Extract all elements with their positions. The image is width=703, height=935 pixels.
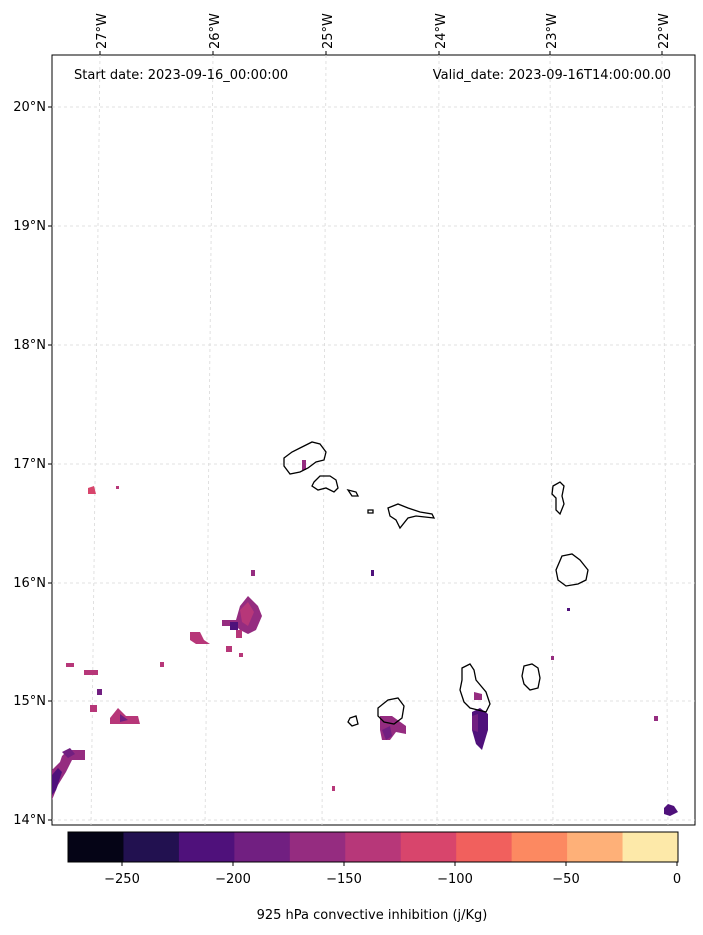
cin-patch-speck-2 [84,670,98,675]
valid-date-label: Valid_date: 2023-09-16T14:00:00.00 [433,68,671,83]
gridlines [52,54,695,826]
cin-patch-s-1 [332,786,335,791]
colorbar-segment [68,832,124,862]
cin-patch-sw-edge-b [62,748,75,758]
gridline-lon-23 [549,54,554,826]
colorbar-tick-label: −250 [104,872,140,887]
cin-patch-n-1 [302,460,306,470]
cin-patch-sw-edge-core [52,768,62,795]
island-brava [347,715,359,727]
island-fogo [377,697,405,725]
lon-label-24: 24°W [434,13,449,49]
colorbar-segment [456,832,513,862]
colorbar-segment [511,832,568,862]
lat-label-14: 14°N [13,813,46,828]
colorbar-segment [234,832,291,862]
map-frame [51,54,696,826]
cin-patch-c-2-core [230,622,238,630]
lat-label-15: 15°N [13,694,46,709]
cin-patch-c-5 [239,653,243,657]
island-santiago [459,663,491,713]
cin-patch-n-2 [371,570,374,576]
gridline-lon-26 [204,54,214,826]
island-boa-vista [555,553,589,587]
lat-ticks [48,106,52,821]
cin-patch-c-6 [251,570,255,576]
cin-patch-se-1 [664,804,678,816]
colorbar-segment [123,832,180,862]
cin-patch-c-3 [236,630,242,638]
cin-patch-sw-edge [52,750,85,800]
colorbar-segment [178,832,235,862]
colorbar [68,832,679,862]
cin-patch-w-1-core [120,714,128,722]
lat-label-16: 16°N [13,576,46,591]
island-branco [367,509,374,514]
colorbar-tick-label: −150 [326,872,362,887]
colorbar-tick-label: 0 [673,872,681,887]
colorbar-tick-label: −100 [437,872,473,887]
colorbar-frame [67,831,679,863]
lat-label-19: 19°N [13,219,46,234]
colorbar-segment [400,832,457,862]
cin-patch-e-3 [654,716,658,721]
island-santa-luzia [346,488,360,497]
lat-label-20: 20°N [13,100,46,115]
colorbar-title: 925 hPa convective inhibition (j/Kg) [257,908,488,923]
lon-label-25: 25°W [321,13,336,49]
colorbar-segment [567,832,624,862]
cin-patch-speck-1 [66,663,74,667]
coastlines [283,441,589,727]
cin-patch-nw-2 [116,486,119,489]
lon-ticks [99,51,663,55]
cin-patch-fogo-core [382,726,392,740]
island-santo-antao [283,441,327,475]
gridline-lon-24 [436,54,440,826]
start-date-label: Start date: 2023-09-16_00:00:00 [74,68,288,83]
cin-patch-w-1 [110,708,140,724]
cin-patch-santiago-edge [472,714,478,732]
island-maio [521,663,541,691]
colorbar-ticks [121,862,678,866]
island-sao-nicolau [387,503,436,530]
cin-patch-e-1 [551,656,554,660]
lat-label-18: 18°N [13,338,46,353]
cin-patch-c-1 [190,632,210,644]
gridline-lon-22 [661,54,669,826]
island-sal [551,481,565,516]
cin-patches [52,460,678,816]
lon-label-22: 22°W [657,13,672,49]
cin-patch-nw-1 [88,486,96,494]
cin-patch-c-2-inner [240,602,254,626]
gridline-lon-27 [90,54,101,826]
lon-label-27: 27°W [95,13,110,49]
gridline-lon-25 [321,54,327,826]
colorbar-tick-label: −50 [552,872,579,887]
lat-label-17: 17°N [13,457,46,472]
colorbar-segment [622,832,679,862]
cin-patch-santiago-n [474,692,482,700]
cin-patch-c-4 [226,646,232,652]
colorbar-segment [289,832,346,862]
lon-label-23: 23°W [545,13,560,49]
colorbar-tick-label: −200 [215,872,251,887]
cin-patch-speck-5 [160,662,164,667]
cin-patch-speck-4 [90,705,97,712]
island-sao-vicente [311,475,339,493]
colorbar-segment [345,832,402,862]
cin-patch-e-2 [567,608,570,611]
lon-label-26: 26°W [208,13,223,49]
cin-patch-speck-3 [97,689,102,695]
